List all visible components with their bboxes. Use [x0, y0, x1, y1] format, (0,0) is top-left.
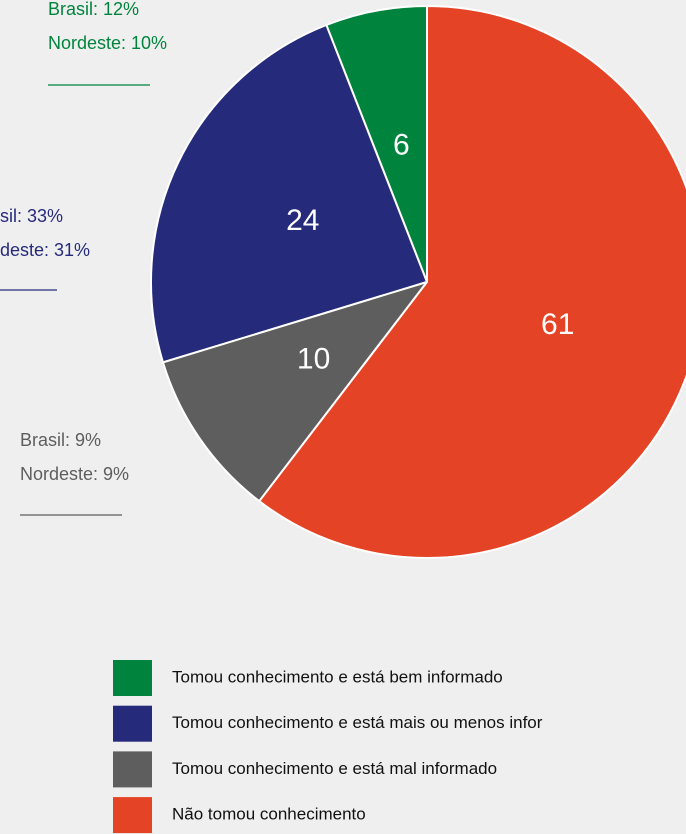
pie-slice [150, 23, 429, 364]
annotation: Nordeste: 10% [48, 33, 167, 53]
annotation: sil: 33% [0, 206, 63, 226]
legend-label: Tomou conhecimento e está bem informado [172, 667, 503, 686]
data-label: 24 [286, 204, 319, 237]
annotation: Nordeste: 9% [20, 464, 129, 484]
legend-label: Não tomou conhecimento [172, 805, 366, 824]
annotation: Brasil: 12% [48, 0, 139, 19]
data-label: 10 [297, 343, 330, 376]
data-label: 61 [541, 308, 574, 341]
pie-slice [161, 280, 430, 503]
pie-slice [257, 4, 686, 559]
legend-swatch [113, 705, 152, 742]
annotation: deste: 31% [0, 240, 90, 260]
annotation: Brasil: 9% [20, 430, 101, 450]
legend-swatch [113, 751, 152, 788]
legend-swatch [113, 660, 152, 696]
legend-label: Tomou conhecimento e está mais ou menos … [172, 713, 543, 732]
legend-swatch [113, 797, 152, 834]
legend-label: Tomou conhecimento e está mal informado [172, 759, 497, 778]
data-label: 6 [393, 128, 410, 161]
